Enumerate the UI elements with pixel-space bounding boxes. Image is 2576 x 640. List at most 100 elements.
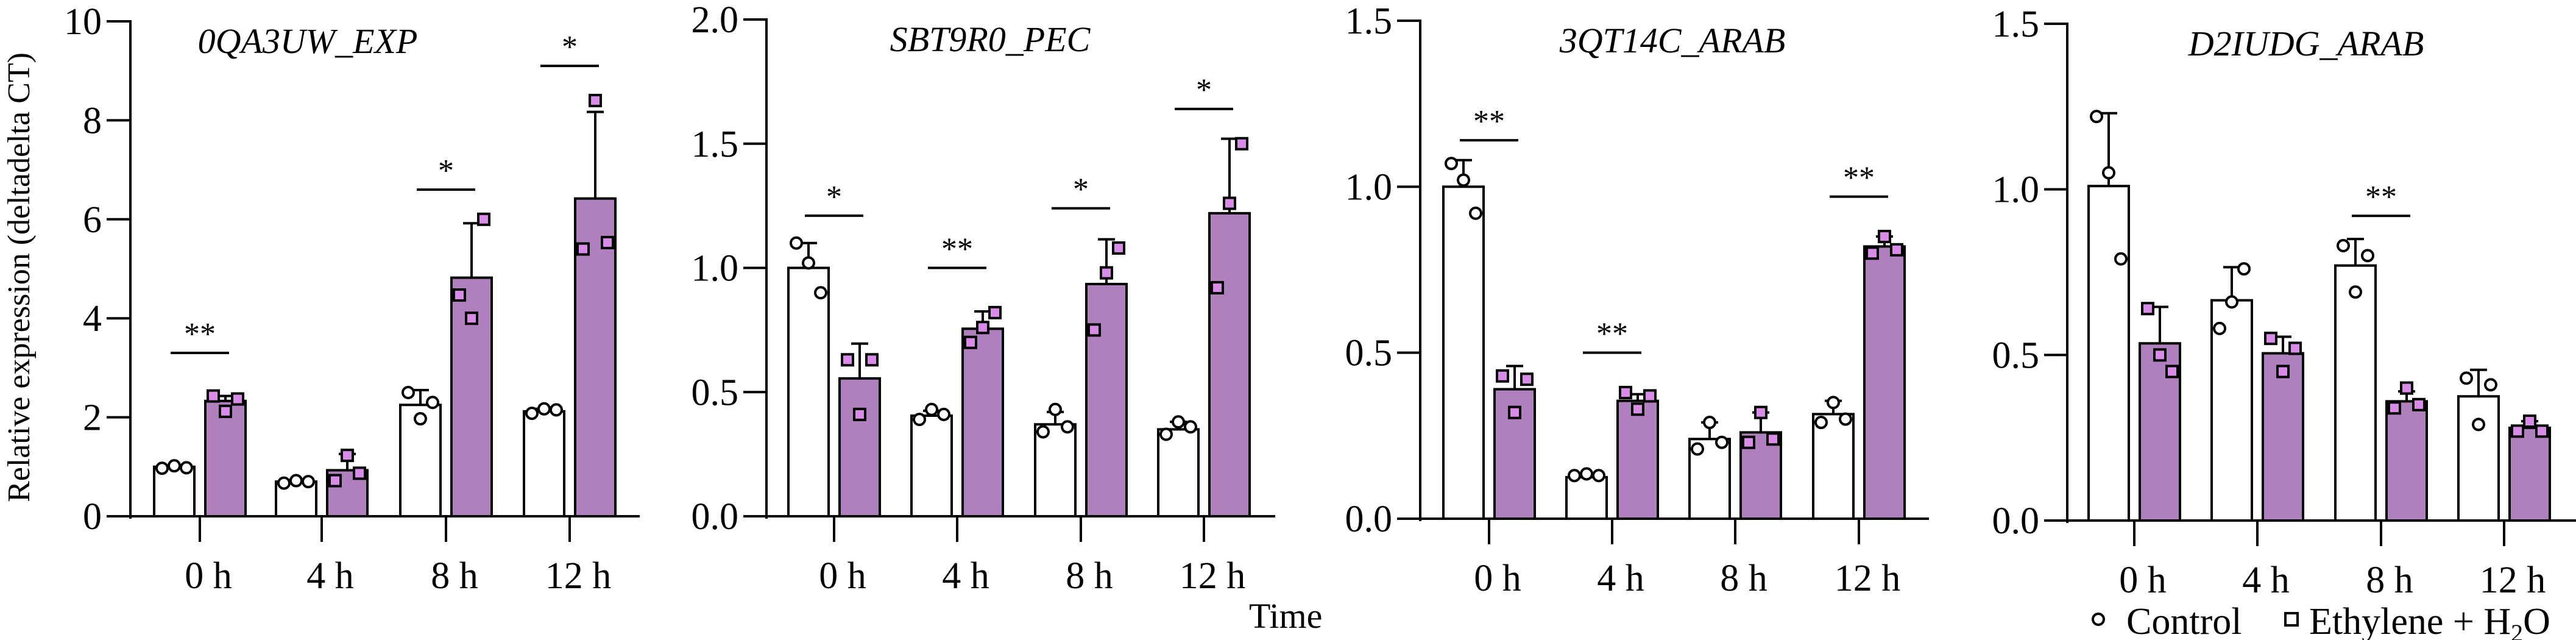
legend-ethylene-text: Ethylene + H: [2309, 601, 2511, 640]
y-tick-label: 2.0: [692, 0, 739, 41]
data-point-control: [1580, 467, 1593, 481]
y-tick-label: 0.0: [1992, 500, 2040, 542]
significance-label: *: [562, 30, 578, 65]
data-point-control: [1568, 469, 1581, 483]
data-point-control: [814, 286, 827, 300]
data-point-control: [168, 459, 181, 473]
y-tick-label: 0.5: [1992, 335, 2040, 376]
data-point-control: [2213, 321, 2226, 335]
x-tick-label: 4 h: [942, 555, 989, 597]
y-tick-label: 2: [83, 397, 102, 439]
y-tick-label: 0.0: [1345, 499, 1393, 540]
legend: Control Ethylene + H2O: [2092, 601, 2550, 640]
data-point-ethylene: [1088, 323, 1101, 337]
data-point-ethylene: [1100, 266, 1113, 280]
data-point-control: [2337, 239, 2350, 253]
data-point-ethylene: [1235, 137, 1248, 151]
panel-title: SBT9R0_PEC: [890, 20, 1091, 59]
data-point-ethylene: [601, 235, 614, 249]
data-point-ethylene: [1520, 372, 1534, 386]
bar-ethylene: [1863, 245, 1906, 520]
data-point-control: [1814, 416, 1828, 430]
data-point-ethylene: [1223, 196, 1236, 210]
data-point-ethylene: [2288, 341, 2302, 355]
data-point-ethylene: [2165, 364, 2179, 379]
panel-3: 3QT14C_ARAB 0.0 0.5 1.0 1.5 0 h 4 h 8 h 12 h ** **…: [1345, 1, 1929, 599]
legend-control-label: Control: [2126, 601, 2242, 640]
data-point-ethylene: [2264, 332, 2277, 346]
data-point-control: [550, 403, 563, 417]
data-point-ethylene: [2141, 302, 2154, 316]
bar-control: [1157, 428, 1200, 517]
x-tick-label: 12 h: [1835, 558, 1901, 599]
data-point-control: [414, 412, 427, 426]
data-point-ethylene: [328, 474, 342, 488]
panel-4: D2IUDG_ARAB 0.0 0.5 1.0 1.5 0 h 4 h 8 h 12 h **: [1992, 4, 2576, 601]
data-point-ethylene: [1643, 389, 1657, 403]
data-point-control: [1691, 442, 1704, 456]
data-point-control: [2225, 295, 2238, 309]
data-point-ethylene: [1866, 246, 1879, 260]
data-point-control: [2114, 252, 2128, 266]
significance-label: **: [1596, 317, 1628, 352]
data-point-ethylene: [231, 392, 244, 406]
data-point-ethylene: [2400, 381, 2413, 395]
data-point-control: [180, 461, 193, 475]
data-point-ethylene: [341, 449, 354, 463]
data-point-ethylene: [976, 321, 989, 335]
data-point-control: [2237, 262, 2251, 276]
x-tick-label: 4 h: [1597, 558, 1644, 599]
bar-control: [1442, 185, 1485, 521]
significance-label: **: [941, 232, 973, 267]
x-tick-label: 0 h: [185, 555, 232, 597]
data-point-control: [913, 413, 926, 427]
data-point-ethylene: [865, 353, 879, 367]
data-point-control: [302, 475, 315, 489]
data-point-ethylene: [2412, 397, 2426, 411]
x-tick-label: 8 h: [2366, 560, 2413, 601]
y-tick-label: 1.0: [692, 248, 739, 290]
data-point-ethylene: [1890, 243, 1903, 257]
bar-control: [153, 465, 196, 517]
data-point-ethylene: [2523, 414, 2536, 428]
data-point-control: [2361, 249, 2374, 263]
y-tick-label: 1.5: [1345, 1, 1393, 42]
data-point-control: [2349, 285, 2362, 299]
data-point-ethylene: [477, 212, 490, 226]
data-point-control: [1445, 157, 1458, 171]
legend-ethylene-label: Ethylene + H2O: [2309, 601, 2550, 640]
bar-control: [2457, 395, 2500, 522]
bar-control: [1565, 475, 1608, 521]
y-tick-label: 0: [83, 496, 102, 538]
data-point-ethylene: [207, 389, 220, 403]
data-point-control: [155, 461, 169, 475]
legend-ethylene-text-end: O: [2523, 601, 2550, 640]
data-point-control: [1159, 427, 1173, 441]
data-point-control: [1827, 396, 1840, 410]
bar-ethylene: [1616, 399, 1659, 520]
data-point-control: [1061, 420, 1074, 434]
data-point-control: [277, 476, 291, 490]
data-point-ethylene: [453, 288, 466, 302]
data-point-control: [525, 407, 539, 421]
data-point-ethylene: [2153, 348, 2167, 362]
data-point-ethylene: [1766, 432, 1780, 446]
data-point-control: [2090, 110, 2103, 124]
significance-label: *: [1196, 73, 1212, 108]
data-point-ethylene: [1754, 405, 1767, 419]
data-point-control: [289, 474, 303, 488]
bar-control: [523, 410, 565, 518]
y-tick-label: 1.5: [1992, 4, 2040, 45]
x-tick-label: 0 h: [1474, 558, 1521, 599]
data-point-control: [402, 386, 415, 399]
data-point-ethylene: [1742, 435, 1755, 449]
data-point-ethylene: [465, 311, 478, 325]
x-tick-label: 12 h: [1180, 555, 1246, 597]
y-tick-label: 0.5: [692, 372, 739, 413]
data-point-control: [1715, 435, 1729, 449]
data-point-ethylene: [219, 404, 232, 418]
data-point-control: [1469, 206, 1482, 220]
data-point-ethylene: [2388, 401, 2401, 415]
data-point-ethylene: [1211, 281, 1224, 295]
significance-label: **: [184, 317, 216, 352]
